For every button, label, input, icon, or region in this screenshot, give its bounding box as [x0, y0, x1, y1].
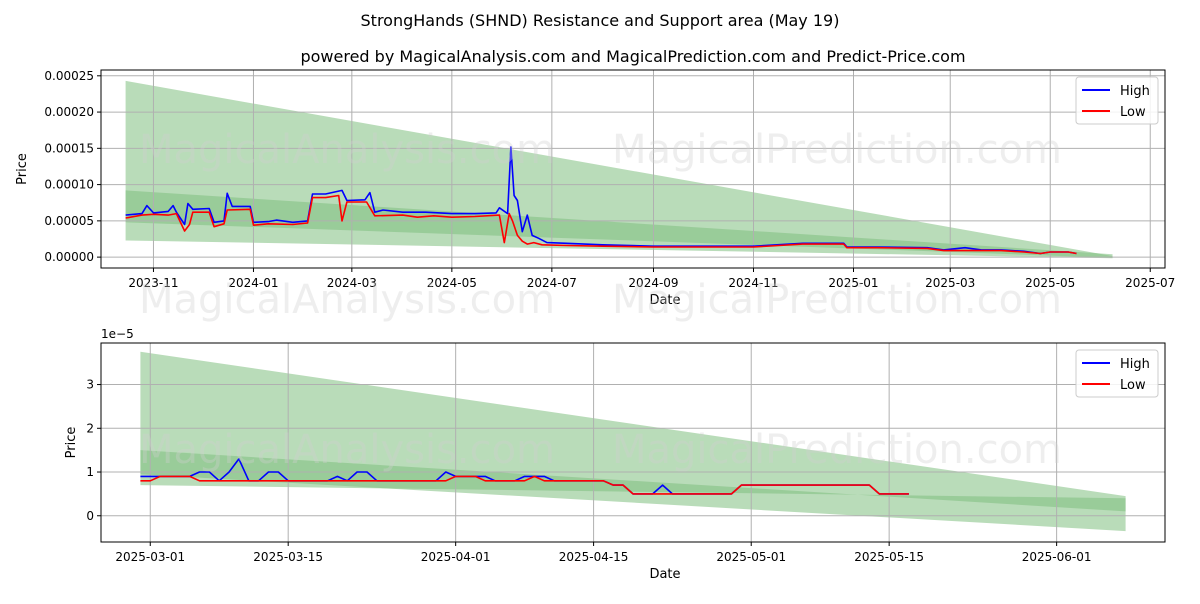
x-tick-label: 2023-11 [128, 276, 178, 290]
watermark-magicalanalysis-middle: MagicalAnalysis.com [139, 277, 555, 323]
support-resistance-band-2 [125, 190, 1113, 258]
chart-title: StrongHands (SHND) Resistance and Suppor… [361, 11, 840, 30]
x-tick-label: 2025-03 [925, 276, 975, 290]
x-tick-label: 2024-01 [228, 276, 278, 290]
x-tick-label: 2025-04-01 [421, 550, 491, 564]
y-axis-multiplier-label: 1e−5 [101, 327, 134, 341]
x-tick-label: 2024-07 [527, 276, 577, 290]
support-resistance-band-2 [140, 450, 1126, 512]
legend-label-high: High [1120, 84, 1150, 99]
x-tick-label: 2024-05 [427, 276, 477, 290]
panel-1-legend: High Low [1075, 349, 1159, 398]
legend-label-low: Low [1120, 105, 1146, 120]
panel-1-bands [140, 351, 1126, 532]
y-tick-label: 0.00015 [44, 141, 94, 155]
watermark-magicalprediction-top: MagicalPrediction.com [612, 127, 1062, 173]
panel-1-grid: 2025-03-01 2025-03-15 2025-04-01 2025-04-15… [86, 343, 1165, 564]
y-tick-label: 0 [86, 509, 94, 523]
x-tick-label: 2025-07 [1125, 276, 1175, 290]
watermark-magicalanalysis-top: MagicalAnalysis.com [139, 127, 555, 173]
y-tick-label: 0.00025 [44, 69, 94, 83]
x-axis-label: Date [649, 293, 680, 308]
series-line-low [125, 194, 1077, 255]
panel-0-grid: 2023-11 2024-01 2024-03 2024-05 2024-07 2024-… [44, 69, 1175, 290]
x-tick-label: 2025-03-01 [115, 550, 185, 564]
chart-subtitle: powered by MagicalAnalysis.com and Magic… [300, 47, 965, 66]
x-tick-label: 2025-06-01 [1022, 550, 1092, 564]
x-tick-label: 2025-05-01 [716, 550, 786, 564]
y-axis-label: Price [15, 153, 30, 185]
x-tick-label: 2024-11 [728, 276, 778, 290]
watermark-magicalprediction-middle: MagicalPrediction.com [612, 277, 1062, 323]
legend-label-high: High [1120, 357, 1150, 372]
x-tick-label: 2025-03-15 [253, 550, 323, 564]
x-tick-label: 2024-03 [327, 276, 377, 290]
bottom-zoom-panel: 2025-03-01 2025-03-15 2025-04-01 2025-04-15… [64, 327, 1166, 582]
y-tick-label: 0.00020 [44, 105, 94, 119]
panel-1-frame [100, 342, 1166, 543]
legend-box [1075, 76, 1159, 125]
y-axis-label: Price [64, 427, 79, 459]
x-axis-label: Date [649, 567, 680, 582]
panel-0-frame [100, 69, 1166, 269]
x-tick-label: 2025-05-15 [854, 550, 924, 564]
y-tick-label: 0.00000 [44, 250, 94, 264]
y-tick-label: 2 [86, 421, 94, 435]
x-tick-label: 2024-09 [628, 276, 678, 290]
panel-0-bands [125, 80, 1113, 259]
panel-0-series [125, 146, 1077, 255]
series-line-low [140, 475, 909, 495]
panel-0-legend: High Low [1075, 76, 1159, 125]
y-tick-label: 0.00005 [44, 214, 94, 228]
series-line-high [140, 458, 909, 495]
y-tick-label: 3 [86, 378, 94, 392]
y-tick-label: 0.00010 [44, 178, 94, 192]
x-tick-label: 2025-05 [1025, 276, 1075, 290]
watermark-magicalprediction-bottom: MagicalPrediction.com [612, 427, 1062, 473]
top-price-panel: 2023-11 2024-01 2024-03 2024-05 2024-07 2024-… [15, 69, 1175, 308]
legend-label-low: Low [1120, 378, 1146, 393]
x-tick-label: 2025-04-15 [559, 550, 629, 564]
x-tick-label: 2025-01 [828, 276, 878, 290]
watermark-magicalanalysis-bottom: MagicalAnalysis.com [139, 427, 555, 473]
y-tick-label: 1 [86, 465, 94, 479]
legend-box [1075, 349, 1159, 398]
panel-1-series [140, 458, 909, 495]
